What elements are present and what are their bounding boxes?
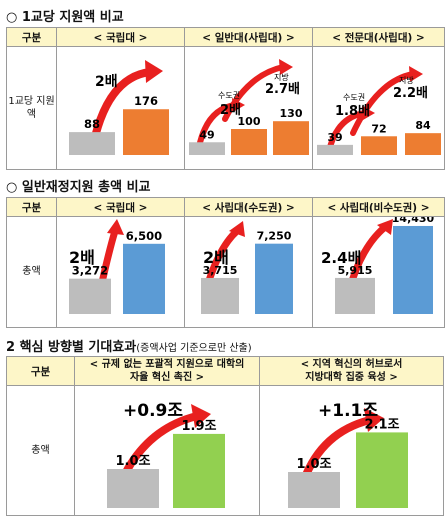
section1-chart-private-general-capital-ratio: 2배 xyxy=(220,102,241,118)
section1-chart-private-college-arrow-region xyxy=(350,71,416,136)
section1-chart-private-college-bar-3 xyxy=(405,133,441,155)
section2-row-label: 총액 xyxy=(6,216,57,328)
section1-chart-national-ratio: 2배 xyxy=(95,74,118,90)
section2-chart-private-noncapital-arrowhead xyxy=(377,219,393,235)
section1-chart-private-general-value-label-2: 100 xyxy=(238,115,261,128)
section3-chart-autonomy-bar-1 xyxy=(107,469,159,508)
section3-title-main: 2 핵심 방향별 기대효과 xyxy=(6,340,137,355)
section2-chart-private-capital-value-label-1: 3,715 xyxy=(203,264,238,277)
section1-chart-private-college-region-label: 지방 xyxy=(399,75,414,85)
section2-header-label: 구분 xyxy=(6,197,57,217)
section3-chart-regional-arrowhead xyxy=(364,408,384,432)
section2-chart-national-value-label-1: 3,272 xyxy=(72,264,108,278)
section3-chart-autonomy-value-label-2: 1.9조 xyxy=(182,419,217,434)
section2-chart-private-capital-bar-1 xyxy=(201,277,239,314)
section2-col-title-national: < 국립대 > xyxy=(56,197,185,217)
section1-chart-private-college-bar-2 xyxy=(361,136,397,155)
section1-chart-national-value-label-1: 88 xyxy=(84,117,100,131)
section2-chart-national: 3,272 6,500 2배 xyxy=(69,219,165,314)
section3-chart-autonomy-delta: +0.9조 xyxy=(123,401,183,421)
section2-chart-national-bar-1 xyxy=(69,278,111,314)
section1-chart-private-general-value-label-1: 49 xyxy=(199,128,214,141)
section1-chart-national-arrowhead xyxy=(145,60,163,83)
section1-chart-private-college-arrowhead-region xyxy=(409,66,423,82)
section1-chart-private-general-arrowhead-region xyxy=(279,59,293,75)
section3-col-title-autonomy-line1: < 규제 없는 포괄적 지원으로 대학의 xyxy=(89,359,245,370)
section3-col-title-autonomy: < 규제 없는 포괄적 지원으로 대학의 자율 혁신 촉진 > xyxy=(74,356,260,386)
section2-col-title-private-noncapital: < 사립대(비수도권) > xyxy=(312,197,445,217)
section1-chart-private-general-bar-1 xyxy=(189,142,225,155)
section1-chart-private-general-value-label-3: 130 xyxy=(280,107,303,120)
section2-chart-private-capital-value-label-2: 7,250 xyxy=(257,230,292,243)
section3-header-label: 구분 xyxy=(6,356,75,386)
section3-chart-autonomy: 1.0조 1.9조 +0.9조 xyxy=(107,401,225,508)
section2-chart-private-noncapital-value-label-1: 5,915 xyxy=(338,264,373,277)
section3-col-title-autonomy-line2: 자율 혁신 촉진 > xyxy=(129,372,205,383)
section3-title: 2 핵심 방향별 기대효과(증액사업 기준으로만 산출) xyxy=(6,336,252,355)
section1-chart-private-general-capital-label: 수도권 xyxy=(218,90,240,100)
section2-chart-national-arrow xyxy=(97,227,119,291)
section1-header-label: 구분 xyxy=(6,27,57,47)
section1-chart-national-arrow xyxy=(90,68,154,145)
section2-chart-national-bar-2 xyxy=(123,243,165,314)
section3-chart-regional-bar-1 xyxy=(288,472,340,508)
section3-chart-autonomy-arrow xyxy=(121,412,201,478)
section1-chart-private-college-value-label-2: 72 xyxy=(371,122,386,135)
section1-chart-private-college-value-label-1: 39 xyxy=(327,131,342,144)
section1-chart-private-college-value-label-3: 84 xyxy=(415,119,431,132)
section2-title: ○ 일반재정지원 총액 비교 xyxy=(6,180,151,195)
section3-chart-regional: 1.0조 2.1조 +1.1조 xyxy=(288,401,408,508)
section2-chart-private-capital-bar-2 xyxy=(255,243,293,314)
section1-title: ○ 1교당 지원액 비교 xyxy=(6,10,124,25)
section1-col-title-private-college: < 전문대(사립대) > xyxy=(312,27,445,47)
section2-chart-private-noncapital-value-label-2: 14,430 xyxy=(392,217,435,225)
section1-chart-national-value-label-2: 176 xyxy=(134,94,158,108)
section2-chart-private-capital-ratio: 2배 xyxy=(203,248,229,267)
section2-chart-national-ratio: 2배 xyxy=(69,248,95,267)
section1-chart-national-bar-2 xyxy=(123,109,169,155)
section1-chart-private-general-arrow-region xyxy=(222,64,286,122)
section1-row-label: 1교당 지원액 xyxy=(6,46,57,170)
section1-chart-private-general-bar-3 xyxy=(273,121,309,155)
section3-row-label: 총액 xyxy=(6,385,75,516)
section1-col-title-national: < 국립대 > xyxy=(56,27,185,47)
section1-chart-private-college-bar-1 xyxy=(317,144,353,155)
section3-chart-regional-bar-2 xyxy=(356,432,408,508)
section3-chart-autonomy-arrowhead xyxy=(191,404,211,428)
section1-chart-national-bar-1 xyxy=(69,132,115,155)
section3-chart-autonomy-bar-2 xyxy=(173,433,225,508)
section3-col-title-regional: < 지역 혁신의 허브로서 지방대학 집중 육성 > xyxy=(259,356,444,386)
section1-chart-private-college-capital-ratio: 1.8배 xyxy=(335,103,370,119)
section2-chart-private-noncapital-bar-1 xyxy=(335,277,375,314)
section2-chart-private-capital: 3,715 7,250 2배 xyxy=(201,221,293,314)
section1-chart-private-general-region-ratio: 2.7배 xyxy=(265,81,300,97)
section2-chart-private-noncapital-bar-2 xyxy=(393,225,433,314)
section1-chart-private-general-region-label: 지방 xyxy=(274,72,289,82)
section2-col-title-private-capital: < 사립대(수도권) > xyxy=(184,197,313,217)
section3-title-sub: (증액사업 기준으로만 산출) xyxy=(136,343,252,354)
section3-chart-regional-delta: +1.1조 xyxy=(318,401,378,421)
section3-col-title-regional-line2: 지방대학 집중 육성 > xyxy=(305,372,398,383)
section1-chart-private-college: 39 72 84 수도권 1.8배 지방 2.2배 xyxy=(317,66,441,155)
section3-chart-regional-value-label-2: 2.1조 xyxy=(365,417,400,432)
section3-chart-autonomy-value-label-1: 1.0조 xyxy=(116,454,151,469)
section1-chart-private-college-region-ratio: 2.2배 xyxy=(393,85,428,101)
section3-table: 구분 < 규제 없는 포괄적 지원으로 대학의 자율 혁신 촉진 > < 지역 … xyxy=(6,356,444,516)
section1-chart-national: 88 176 2배 xyxy=(69,60,169,155)
section2-table: 구분 < 국립대 > < 사립대(수도권) > < 사립대(비수도권) > 총액… xyxy=(6,197,445,328)
section3-chart-regional-arrow xyxy=(300,416,374,484)
section1-chart-private-general: 49 100 130 수도권 2배 지방 2.7배 xyxy=(189,59,309,155)
section1-col-title-private-general: < 일반대(사립대) > xyxy=(184,27,313,47)
section2-chart-private-noncapital: 5,915 14,430 2.4배 xyxy=(321,217,435,314)
section1-table: 구분 < 국립대 > < 일반대(사립대) > < 전문대(사립대) > 1교당… xyxy=(6,27,445,170)
section2-chart-national-value-label-2: 6,500 xyxy=(126,229,162,243)
section2-chart-private-noncapital-ratio: 2.4배 xyxy=(321,249,361,267)
section3-col-title-regional-line1: < 지역 혁신의 허브로서 xyxy=(300,359,403,370)
section1-chart-private-college-capital-label: 수도권 xyxy=(343,92,365,102)
section1-chart-private-general-bar-2 xyxy=(231,129,267,155)
section2-chart-private-capital-arrowhead xyxy=(229,221,245,237)
section3-chart-regional-value-label-1: 1.0조 xyxy=(297,457,332,472)
section2-chart-national-arrowhead xyxy=(107,219,124,235)
